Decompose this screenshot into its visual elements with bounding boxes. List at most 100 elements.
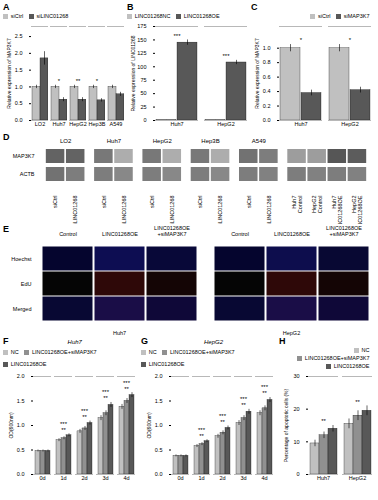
svg-text:Hoechst: Hoechst <box>11 256 32 262</box>
svg-text:Control: Control <box>59 231 77 237</box>
svg-text:150: 150 <box>137 37 146 43</box>
svg-text:0.4: 0.4 <box>263 88 271 94</box>
svg-text:**: ** <box>61 427 66 433</box>
svg-text:0.6: 0.6 <box>263 74 271 80</box>
svg-text:HepG2: HepG2 <box>341 121 358 127</box>
svg-text:**: ** <box>262 390 267 396</box>
svg-text:50: 50 <box>140 90 146 96</box>
svg-text:0.0: 0.0 <box>17 471 25 477</box>
svg-text:Huh7: Huh7 <box>317 475 330 481</box>
svg-text:0.0: 0.0 <box>155 471 163 477</box>
svg-text:0d: 0d <box>39 475 45 481</box>
svg-text:0: 0 <box>296 471 299 477</box>
svg-text:A549: A549 <box>110 121 123 127</box>
svg-text:0d: 0d <box>177 475 183 481</box>
svg-text:0.8: 0.8 <box>263 59 271 65</box>
svg-text:**: ** <box>76 78 81 84</box>
svg-text:0: 0 <box>143 117 146 123</box>
svg-text:*: * <box>96 78 99 84</box>
svg-text:1.0: 1.0 <box>263 45 271 51</box>
svg-text:1.5: 1.5 <box>155 398 163 404</box>
svg-text:20: 20 <box>293 406 299 412</box>
svg-text:2.0: 2.0 <box>17 373 25 379</box>
svg-text:Relative expression of LINC012: Relative expression of LINC01268 <box>130 35 136 111</box>
svg-text:A549: A549 <box>252 138 267 144</box>
svg-text:Huh7Control: Huh7Control <box>291 196 303 214</box>
svg-text:4d: 4d <box>261 475 267 481</box>
svg-text:1d: 1d <box>60 475 66 481</box>
svg-text:LINC01268OE: LINC01268OE <box>274 231 310 237</box>
svg-text:0.5: 0.5 <box>17 447 25 453</box>
svg-text:HepG2: HepG2 <box>283 330 300 336</box>
svg-text:LINC01268OE+siMAP3K7: LINC01268OE+siMAP3K7 <box>326 225 362 237</box>
svg-text:Control: Control <box>231 231 249 237</box>
svg-text:**: ** <box>124 386 129 392</box>
svg-text:1d: 1d <box>198 475 204 481</box>
svg-text:1.5: 1.5 <box>17 398 25 404</box>
svg-text:Relative expression of MAP3K7: Relative expression of MAP3K7 <box>6 38 12 109</box>
svg-text:***: *** <box>198 427 206 433</box>
svg-text:siLINC01268: siLINC01268 <box>217 196 223 228</box>
svg-text:3d: 3d <box>240 475 246 481</box>
svg-text:0.0: 0.0 <box>263 117 271 123</box>
svg-text:75: 75 <box>140 77 146 83</box>
svg-text:**: ** <box>103 395 108 401</box>
svg-text:Hep3B: Hep3B <box>201 138 219 144</box>
svg-text:*: * <box>349 37 352 43</box>
svg-text:1.5: 1.5 <box>15 67 23 73</box>
svg-text:Huh7: Huh7 <box>52 121 65 127</box>
svg-text:0.0: 0.0 <box>15 117 23 123</box>
svg-text:4d: 4d <box>123 475 129 481</box>
svg-text:**: ** <box>82 414 87 420</box>
svg-text:0.2: 0.2 <box>263 103 271 109</box>
svg-text:siLINC01268: siLINC01268 <box>72 196 78 228</box>
svg-text:***: *** <box>240 396 248 402</box>
svg-text:2d: 2d <box>219 475 225 481</box>
svg-text:0.5: 0.5 <box>15 100 23 106</box>
svg-text:2.5: 2.5 <box>15 33 23 39</box>
svg-text:10: 10 <box>293 439 299 445</box>
svg-text:1.0: 1.0 <box>17 422 25 428</box>
svg-text:2.0: 2.0 <box>15 50 23 56</box>
svg-text:***: *** <box>222 53 230 59</box>
svg-text:125: 125 <box>137 50 146 56</box>
svg-text:***: *** <box>173 33 181 39</box>
svg-text:LINC01268OE+siMAP3K7: LINC01268OE+siMAP3K7 <box>154 225 190 237</box>
svg-text:siLINC01268: siLINC01268 <box>121 196 127 228</box>
svg-text:***: *** <box>102 389 110 395</box>
svg-text:0.5: 0.5 <box>155 447 163 453</box>
svg-text:ACTB: ACTB <box>20 171 35 177</box>
svg-text:Hep3B: Hep3B <box>89 121 106 127</box>
svg-text:2.0: 2.0 <box>155 373 163 379</box>
svg-text:siCtrl: siCtrl <box>101 196 107 209</box>
svg-text:1.0: 1.0 <box>155 422 163 428</box>
svg-text:175: 175 <box>137 23 146 29</box>
svg-text:***: *** <box>123 380 131 386</box>
svg-text:***: *** <box>261 384 269 390</box>
svg-text:Huh7: Huh7 <box>294 121 307 127</box>
svg-text:OD(600nm): OD(600nm) <box>8 412 14 438</box>
svg-text:LINC01268OE: LINC01268OE <box>102 231 138 237</box>
svg-text:Relative expression of MAP3K7: Relative expression of MAP3K7 <box>254 38 260 109</box>
svg-text:1.0: 1.0 <box>15 84 23 90</box>
svg-text:100: 100 <box>137 64 146 70</box>
svg-text:**: ** <box>220 419 225 425</box>
svg-text:HepG2Control: HepG2Control <box>311 196 323 214</box>
svg-text:**: ** <box>321 418 326 424</box>
svg-text:MAP3K7: MAP3K7 <box>13 153 35 159</box>
svg-text:**: ** <box>355 399 360 405</box>
svg-text:EdU: EdU <box>21 281 32 287</box>
svg-text:***: *** <box>60 421 68 427</box>
svg-text:Huh7: Huh7 <box>107 138 122 144</box>
svg-text:3d: 3d <box>102 475 108 481</box>
svg-text:*: * <box>300 37 303 43</box>
svg-text:2d: 2d <box>81 475 87 481</box>
svg-text:HepG2: HepG2 <box>349 475 366 481</box>
svg-text:siLINC01268: siLINC01268 <box>266 196 272 228</box>
svg-text:siLINC01268: siLINC01268 <box>169 196 175 228</box>
svg-text:HepG2: HepG2 <box>153 138 173 144</box>
svg-text:HepG2: HepG2 <box>217 121 234 127</box>
svg-text:siCtrl: siCtrl <box>52 196 58 209</box>
svg-text:HepG2: HepG2 <box>69 121 86 127</box>
svg-text:25: 25 <box>140 104 146 110</box>
